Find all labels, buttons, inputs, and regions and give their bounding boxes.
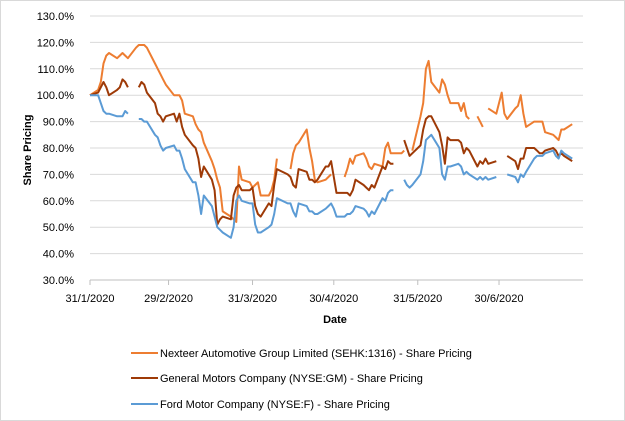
x-tick-label: 29/2/2020 bbox=[144, 293, 193, 305]
y-tick-label: 130.0% bbox=[37, 11, 75, 23]
series-line-segment bbox=[90, 94, 129, 118]
x-tick-label: 31/3/2020 bbox=[228, 293, 277, 305]
series-lines bbox=[89, 44, 573, 239]
y-tick-label: 60.0% bbox=[43, 196, 74, 208]
y-tick-label: 70.0% bbox=[43, 169, 74, 181]
x-tick-label: 30/6/2020 bbox=[475, 293, 524, 305]
series-line-segment bbox=[403, 133, 497, 189]
legend-label: Ford Motor Company (NYSE:F) - Share Pric… bbox=[160, 399, 390, 411]
gridlines bbox=[90, 15, 583, 255]
legend-label: General Motors Company (NYSE:GM) - Share… bbox=[160, 373, 423, 385]
series-line-segment bbox=[487, 91, 573, 142]
y-tick-label: 90.0% bbox=[43, 117, 74, 129]
legend-item: Ford Motor Company (NYSE:F) - Share Pric… bbox=[131, 399, 390, 411]
x-tick-label: 30/4/2020 bbox=[309, 293, 358, 305]
legend: Nexteer Automotive Group Limited (SEHK:1… bbox=[131, 348, 472, 411]
legend-label: Nexteer Automotive Group Limited (SEHK:1… bbox=[160, 348, 472, 360]
series-line-segment bbox=[343, 141, 405, 178]
y-tick-label: 80.0% bbox=[43, 143, 74, 155]
x-axis-title: Date bbox=[323, 314, 347, 326]
x-tick-label: 31/5/2020 bbox=[393, 293, 442, 305]
y-tick-label: 40.0% bbox=[43, 249, 74, 261]
y-tick-label: 110.0% bbox=[38, 64, 75, 76]
x-tick-label: 31/1/2020 bbox=[66, 293, 115, 305]
series-line-segment bbox=[476, 115, 484, 128]
series-line-segment bbox=[289, 128, 332, 184]
legend-item: General Motors Company (NYSE:GM) - Share… bbox=[131, 373, 423, 385]
y-axis-ticks: 30.0% 40.0% 50.0% 60.0% 70.0% 80.0% 90.0% 100.0… bbox=[37, 11, 75, 287]
series-line-segment bbox=[138, 118, 394, 239]
y-tick-label: 50.0% bbox=[43, 222, 74, 234]
series-1 bbox=[89, 44, 573, 223]
series-line-segment bbox=[89, 44, 278, 223]
series-line-segment bbox=[89, 78, 129, 97]
series-3 bbox=[90, 94, 573, 239]
series-line-segment bbox=[137, 81, 394, 226]
y-tick-label: 100.0% bbox=[37, 90, 75, 102]
series-line-segment bbox=[411, 59, 470, 151]
series-line-segment bbox=[506, 149, 573, 184]
x-axis-ticks: 31/1/2020 29/2/2020 31/3/2020 30/4/2020 31/5… bbox=[66, 280, 524, 305]
y-axis-title: Share Pricing bbox=[22, 115, 34, 186]
y-tick-label: 120.0% bbox=[37, 37, 75, 49]
y-tick-label: 30.0% bbox=[43, 275, 74, 287]
series-line-segment bbox=[403, 115, 497, 168]
legend-item: Nexteer Automotive Group Limited (SEHK:1… bbox=[131, 348, 472, 360]
